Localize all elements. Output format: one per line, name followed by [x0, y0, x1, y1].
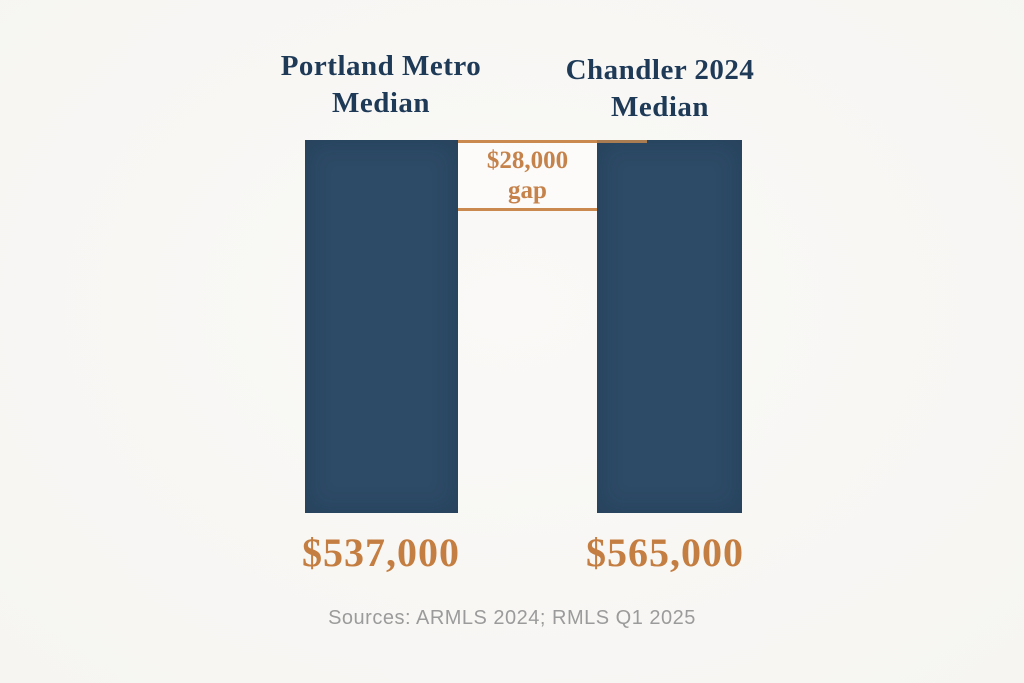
- gap-annotation-amount: $28,000: [486, 146, 569, 174]
- bar-label-chandler-line2: Median: [610, 91, 710, 123]
- bar-label-portland-line1: Portland Metro: [280, 50, 482, 82]
- bar-chandler: [597, 140, 742, 513]
- bar-label-chandler: Chandler 2024 Median: [510, 52, 810, 126]
- value-portland: $537,000: [302, 530, 460, 575]
- bar-portland: [305, 140, 458, 513]
- source-note: Sources: ARMLS 2024; RMLS Q1 2025: [328, 607, 696, 629]
- gap-annotation-word: gap: [508, 176, 547, 204]
- bar-label-portland: Portland Metro Median: [231, 48, 531, 122]
- bar-label-chandler-line1: Chandler 2024: [565, 54, 755, 86]
- bar-label-portland-line2: Median: [331, 87, 431, 119]
- value-chandler: $565,000: [586, 530, 744, 575]
- gap-annotation: $28,000 gap: [458, 140, 597, 211]
- gap-top-rule-extension: [597, 140, 647, 143]
